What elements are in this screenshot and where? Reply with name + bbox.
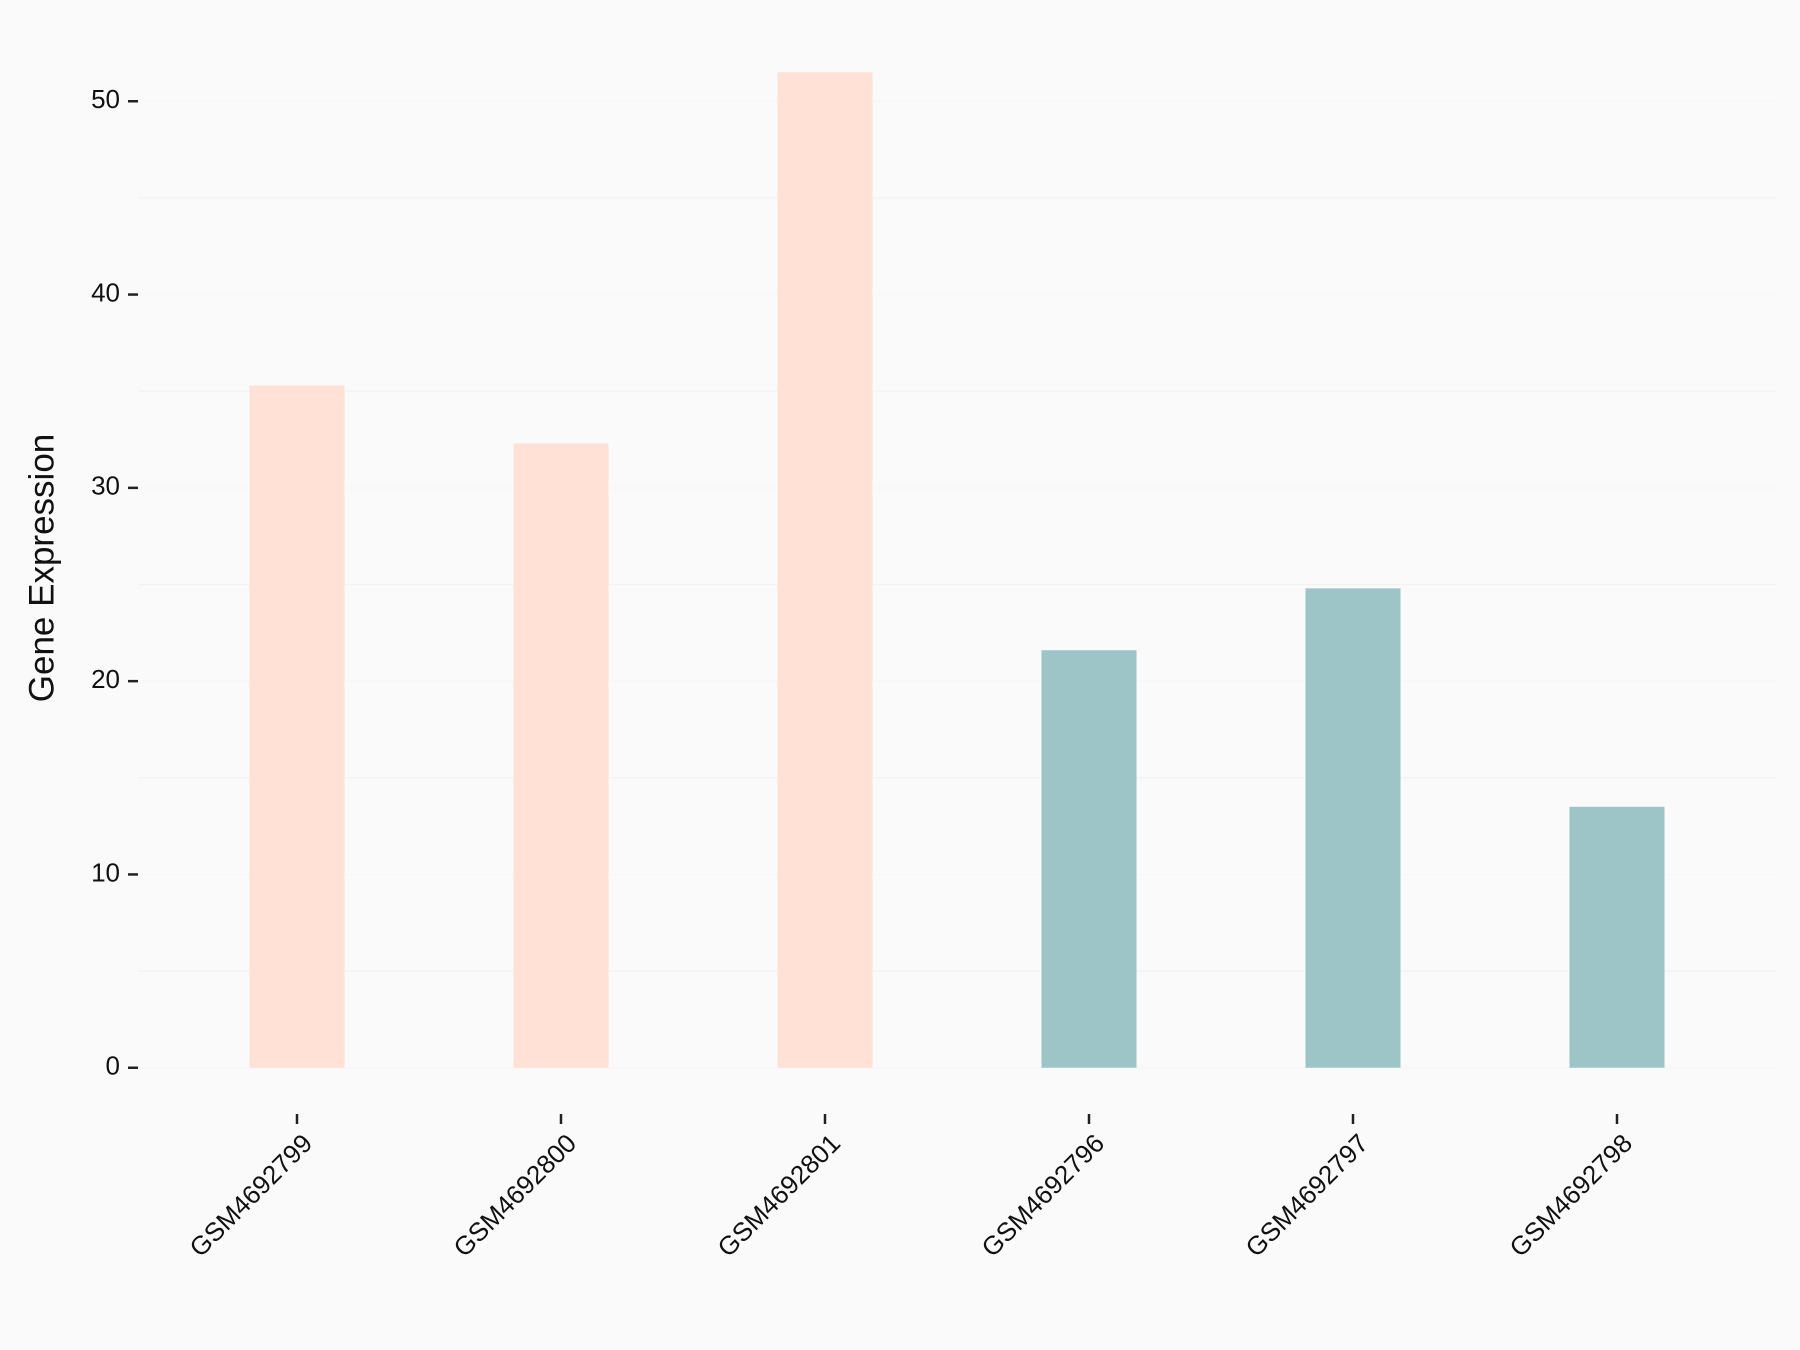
bar — [249, 385, 345, 1068]
y-tick-label: 50 — [91, 84, 120, 114]
y-tick-label: 0 — [106, 1051, 120, 1081]
y-axis-title: Gene Expression — [22, 434, 61, 702]
y-tick-label: 30 — [91, 471, 120, 501]
y-tick-label: 20 — [91, 664, 120, 694]
bar — [513, 443, 609, 1068]
bar — [777, 72, 873, 1068]
y-tick-label: 10 — [91, 857, 120, 887]
bar — [1305, 588, 1401, 1068]
bar — [1041, 650, 1137, 1068]
bar — [1569, 806, 1665, 1068]
y-tick-label: 40 — [91, 277, 120, 307]
